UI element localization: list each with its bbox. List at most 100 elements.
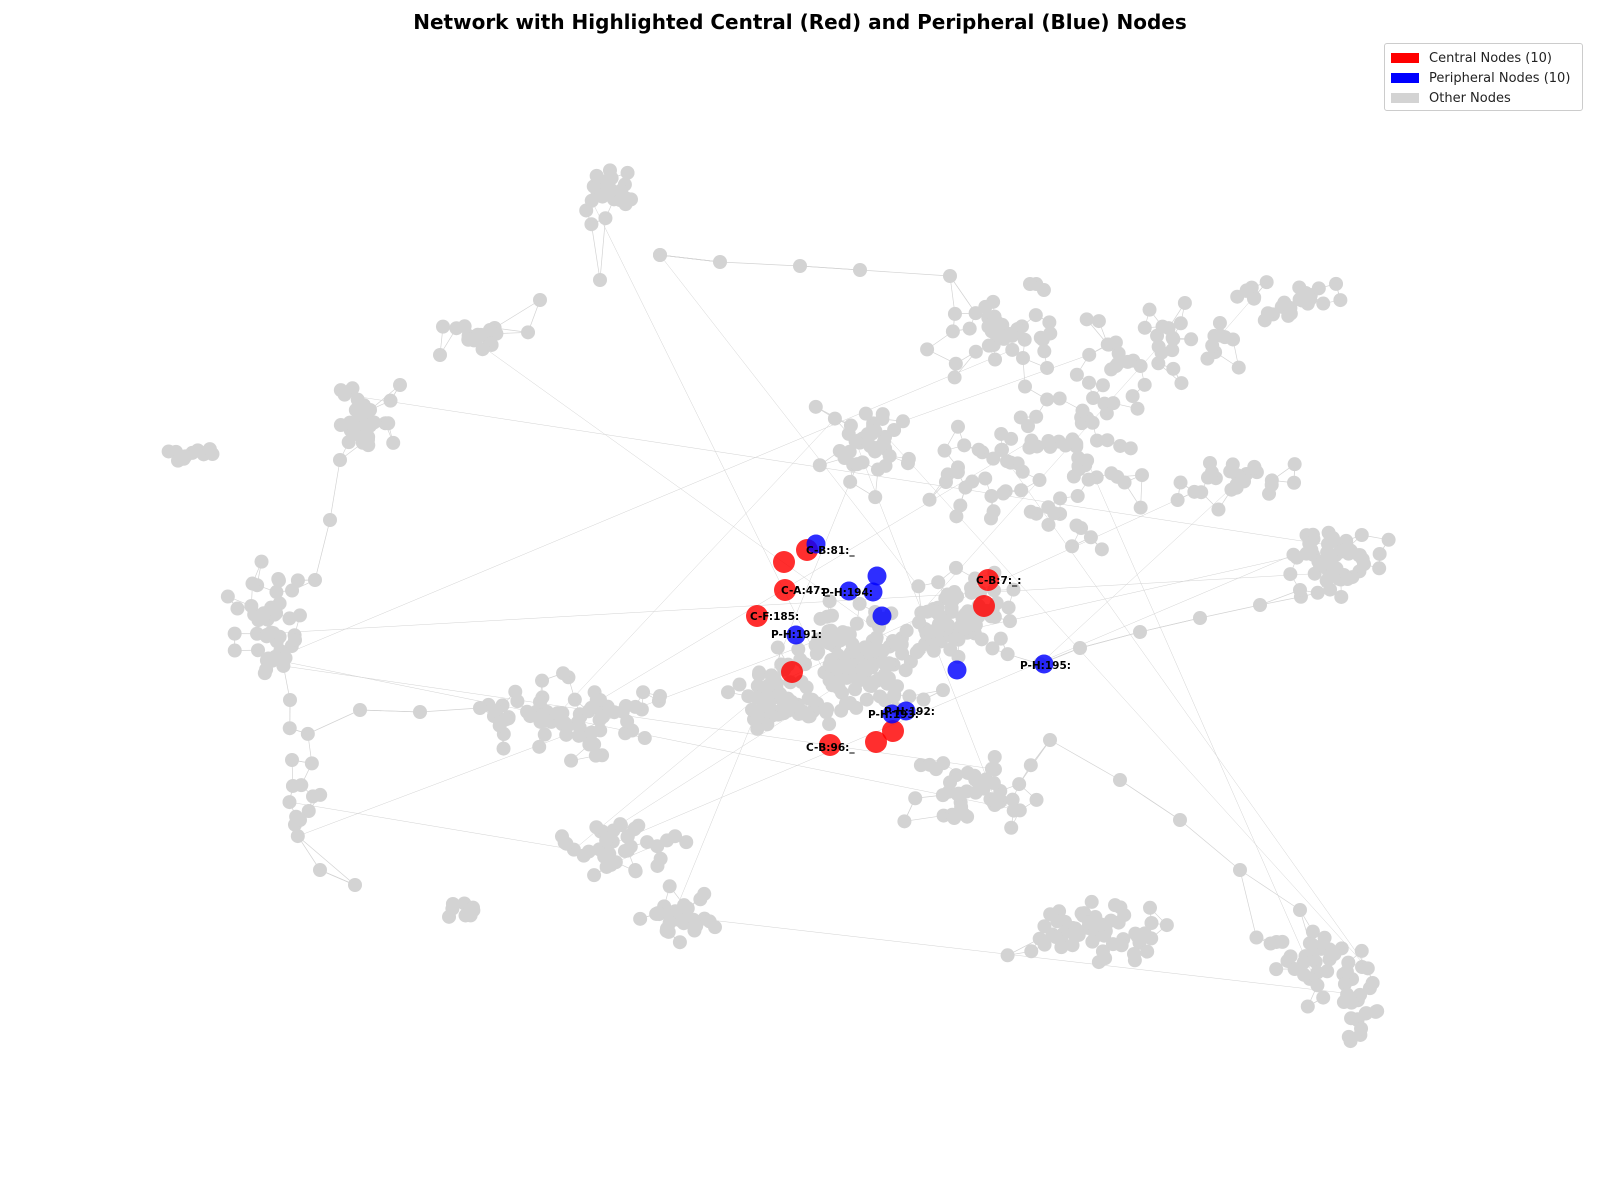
other-node [633, 911, 648, 926]
other-node [1322, 570, 1337, 585]
other-node [720, 685, 735, 700]
other-node [1142, 900, 1157, 915]
peripheral-node [1034, 654, 1054, 674]
other-node [1260, 306, 1275, 321]
other-node [745, 702, 760, 717]
legend-swatch-other [1391, 93, 1419, 103]
other-node [614, 183, 629, 198]
other-node [567, 692, 582, 707]
other-node [826, 627, 841, 642]
other-node [922, 757, 937, 772]
other-node [1304, 937, 1319, 952]
edge [297, 639, 820, 837]
other-node [1151, 339, 1166, 354]
other-node [285, 583, 300, 598]
other-node [653, 689, 667, 703]
edge [1239, 869, 1257, 938]
other-node [1023, 277, 1037, 291]
other-node [473, 701, 487, 715]
other-node [435, 319, 450, 334]
other-node [1323, 582, 1338, 597]
other-node [662, 879, 677, 894]
other-node [363, 418, 378, 433]
central-node [781, 661, 803, 683]
other-node [308, 573, 322, 587]
other-node [1213, 328, 1228, 343]
other-node [1310, 978, 1325, 993]
other-node [1023, 758, 1038, 773]
other-node [613, 817, 628, 832]
other-node [1070, 489, 1085, 504]
other-node [938, 475, 953, 490]
other-node [957, 438, 972, 453]
other-node [587, 868, 602, 883]
edge [307, 709, 361, 735]
other-node [1135, 468, 1150, 483]
other-node [882, 448, 897, 463]
other-node [653, 851, 668, 866]
edge [359, 709, 421, 713]
edge [1119, 779, 1181, 821]
other-node [445, 901, 460, 916]
other-node [602, 846, 617, 861]
other-node [922, 492, 937, 507]
other-node [628, 863, 643, 878]
edge [419, 707, 481, 713]
other-node [1334, 589, 1349, 604]
other-node [863, 678, 878, 693]
other-node [1075, 403, 1090, 418]
other-node [989, 796, 1004, 811]
other-node [1028, 308, 1043, 323]
edge [659, 254, 721, 263]
other-node [943, 775, 958, 790]
other-node [1237, 474, 1252, 489]
other-node-layer [161, 163, 1396, 1049]
other-node [944, 604, 959, 619]
other-node [774, 689, 789, 704]
other-node [897, 814, 912, 829]
other-node [1327, 947, 1342, 962]
other-node [668, 829, 683, 844]
edge [1220, 281, 1267, 336]
other-node [1091, 314, 1106, 329]
other-node [881, 671, 896, 686]
other-node [1354, 527, 1369, 542]
other-node [637, 731, 652, 746]
other-node [1283, 567, 1298, 582]
other-node [1212, 316, 1227, 331]
other-node [533, 293, 547, 307]
other-node [822, 673, 837, 688]
other-node [301, 804, 316, 819]
other-node [1103, 913, 1118, 928]
other-node [342, 415, 357, 430]
other-node [1052, 391, 1067, 406]
other-node [202, 442, 217, 457]
other-node [981, 338, 996, 353]
other-node [1032, 473, 1047, 488]
central-node [977, 569, 999, 591]
other-node [1333, 293, 1348, 308]
other-node [532, 739, 547, 754]
other-node [812, 458, 827, 473]
other-node [227, 643, 242, 658]
other-node [994, 443, 1009, 458]
legend-item-other: Other Nodes [1391, 88, 1576, 108]
other-node [822, 594, 837, 609]
other-node [1144, 931, 1159, 946]
other-node [433, 348, 447, 362]
other-node [293, 813, 307, 827]
other-node [1014, 483, 1029, 498]
other-node [1283, 306, 1298, 321]
other-node [496, 741, 511, 756]
other-node [1053, 491, 1068, 506]
edge [591, 200, 825, 673]
other-node [943, 269, 957, 283]
other-node [868, 490, 883, 505]
other-node [259, 662, 274, 677]
other-node [620, 714, 635, 729]
legend-swatch-central [1391, 53, 1419, 63]
other-node [869, 630, 884, 645]
other-node [483, 323, 497, 337]
other-node [996, 486, 1011, 501]
other-node [1069, 518, 1084, 533]
